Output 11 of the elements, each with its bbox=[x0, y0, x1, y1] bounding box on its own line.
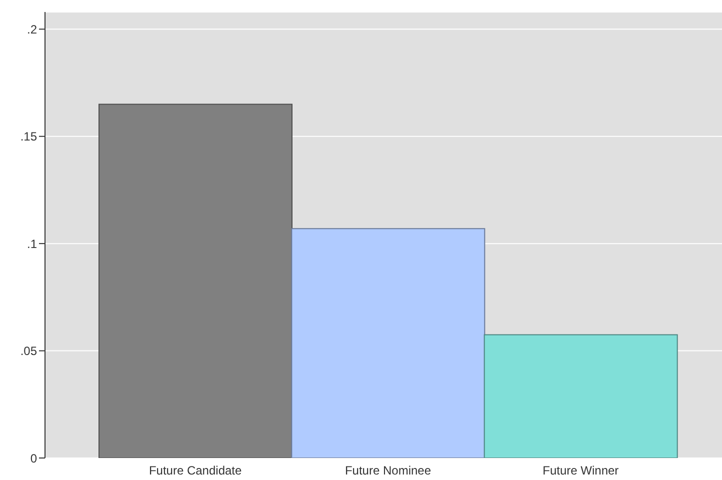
x-tick-label: Future Candidate bbox=[148, 464, 242, 478]
bar bbox=[291, 228, 486, 458]
x-tick-label: Future Nominee bbox=[344, 464, 432, 478]
y-tick-label: .1 bbox=[26, 236, 38, 251]
y-tick-label: .2 bbox=[26, 22, 38, 36]
y-tick-label: .15 bbox=[20, 130, 38, 144]
y-tick-label: 0 bbox=[30, 451, 38, 466]
bar bbox=[484, 334, 678, 458]
bar bbox=[98, 104, 292, 458]
y-tick-label: .05 bbox=[20, 344, 38, 358]
x-tick-label: Future Winner bbox=[542, 464, 619, 478]
